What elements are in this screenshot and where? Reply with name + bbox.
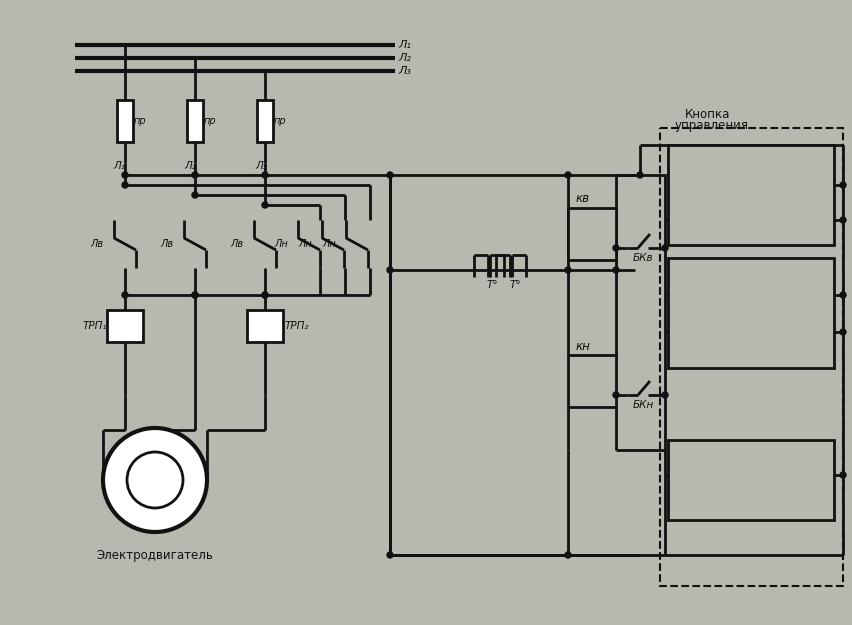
Circle shape [103,428,207,532]
Text: Лн: Лн [273,239,287,249]
Bar [187,100,203,142]
Text: Л₃: Л₃ [398,66,411,76]
Text: пр: пр [273,116,286,126]
Text: Электродвигатель: Электродвигатель [96,549,213,561]
Circle shape [613,267,619,273]
Circle shape [839,217,845,223]
Text: кв: кв [575,192,590,206]
Circle shape [387,267,393,273]
Circle shape [262,202,268,208]
Circle shape [192,192,198,198]
Text: 6: 6 [747,327,754,337]
Circle shape [564,267,570,273]
Bar [667,145,833,245]
Circle shape [192,292,198,298]
Circle shape [122,172,128,178]
Text: Т°: Т° [486,280,498,290]
Circle shape [564,552,570,558]
Circle shape [839,329,845,335]
Text: 5: 5 [711,470,717,480]
Text: БКв: БКв [632,253,653,263]
Text: б: б [756,290,763,300]
Circle shape [613,392,619,398]
Text: Стоп: Стоп [726,444,754,454]
Circle shape [192,292,198,298]
Text: Л₂: Л₂ [398,53,411,63]
Bar [659,128,842,586]
Text: пр: пр [204,116,216,126]
Text: Лв: Лв [90,239,103,249]
Circle shape [262,292,268,298]
Text: 2: 2 [747,215,754,225]
Bar [117,100,133,142]
Text: пр: пр [134,116,147,126]
Text: БКн: БКн [632,400,653,410]
Text: 4: 4 [711,180,717,190]
Text: Назад: Назад [717,262,753,272]
Text: Л₁: Л₁ [398,40,411,50]
Text: 1: 1 [709,327,716,337]
Text: Л₃: Л₃ [255,161,267,171]
Circle shape [564,172,570,178]
Circle shape [127,452,183,508]
Text: Лв: Лв [160,239,173,249]
Text: б: б [756,470,763,480]
Text: Л₂: Л₂ [184,161,196,171]
Circle shape [387,552,393,558]
Text: Вперед: Вперед [713,149,757,159]
Bar [667,258,833,368]
Circle shape [122,292,128,298]
Text: 4: 4 [709,345,716,355]
Bar [256,100,273,142]
Text: Л₁: Л₁ [112,161,124,171]
Text: Лн: Лн [297,239,311,249]
Text: Лн: Лн [321,239,336,249]
Circle shape [262,292,268,298]
Circle shape [636,172,642,178]
Text: ТРП₁: ТРП₁ [83,321,107,331]
Bar [106,310,143,342]
Text: Т°: Т° [509,280,521,290]
Circle shape [839,472,845,478]
Text: кн: кн [575,339,590,352]
Circle shape [387,172,393,178]
Bar [567,355,615,407]
Bar [667,440,833,520]
Circle shape [613,245,619,251]
Bar [567,208,615,260]
Circle shape [122,182,128,188]
Circle shape [192,172,198,178]
Text: Лв: Лв [230,239,243,249]
Text: управления: управления [674,119,748,131]
Circle shape [839,182,845,188]
Bar [247,310,283,342]
Circle shape [661,245,667,251]
Text: ТРП₂: ТРП₂ [285,321,309,331]
Circle shape [839,292,845,298]
Circle shape [262,172,268,178]
Text: Кнопка: Кнопка [684,107,729,121]
Text: 1: 1 [711,290,717,300]
Text: 3: 3 [747,345,754,355]
Text: б: б [756,180,763,190]
Circle shape [661,392,667,398]
Text: 1: 1 [709,215,716,225]
